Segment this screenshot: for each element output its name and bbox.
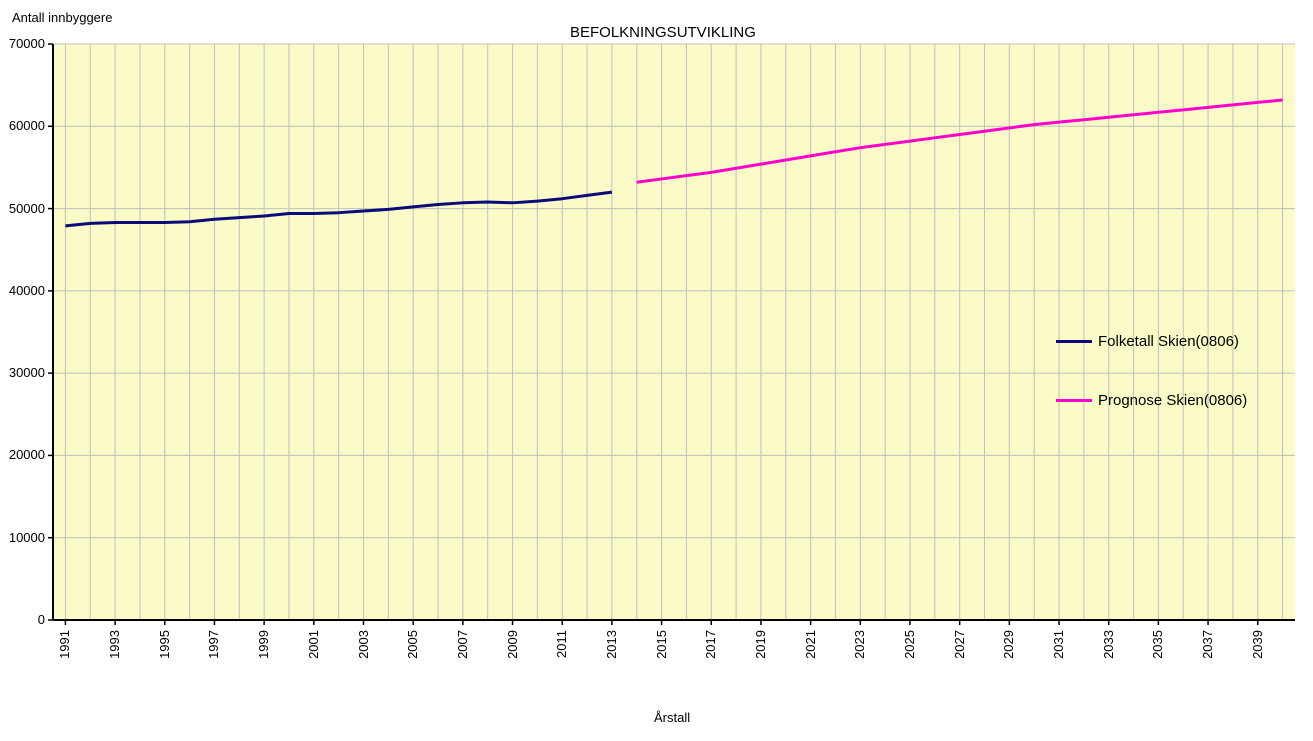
x-tick-label: 1995 (157, 630, 172, 659)
x-axis-title: Årstall (654, 710, 690, 725)
legend-label: Folketall Skien(0806) (1098, 333, 1239, 350)
legend-item: Prognose Skien(0806) (1056, 392, 1247, 409)
y-tick-label: 50000 (0, 201, 45, 216)
y-tick-label: 40000 (0, 283, 45, 298)
x-tick-label: 2003 (356, 630, 371, 659)
y-tick-label: 70000 (0, 36, 45, 51)
x-tick-label: 2039 (1250, 630, 1265, 659)
x-tick-label: 2029 (1001, 630, 1016, 659)
x-tick-label: 2037 (1200, 630, 1215, 659)
plot-area (53, 44, 1295, 620)
x-tick-label: 2011 (554, 630, 569, 658)
x-tick-label: 2019 (753, 630, 768, 659)
y-tick-label: 30000 (0, 365, 45, 380)
legend-swatch (1056, 340, 1092, 343)
x-tick-label: 2021 (803, 630, 818, 659)
x-tick-label: 1997 (206, 630, 221, 659)
x-tick-label: 2001 (306, 630, 321, 659)
x-tick-label: 2007 (455, 630, 470, 659)
x-tick-label: 2025 (902, 630, 917, 659)
x-tick-label: 2009 (505, 630, 520, 659)
x-tick-label: 2027 (952, 630, 967, 659)
legend-item: Folketall Skien(0806) (1056, 333, 1247, 350)
y-tick-label: 10000 (0, 530, 45, 545)
y-tick-label: 0 (0, 612, 45, 627)
x-tick-label: 2035 (1150, 630, 1165, 659)
legend-label: Prognose Skien(0806) (1098, 392, 1247, 409)
x-tick-label: 2017 (703, 630, 718, 659)
x-tick-label: 1991 (57, 630, 72, 659)
y-tick-label: 60000 (0, 118, 45, 133)
x-tick-label: 1993 (107, 630, 122, 659)
x-tick-label: 1999 (256, 630, 271, 659)
chart-container: Antall innbyggere BEFOLKNINGSUTVIKLING 0… (0, 0, 1313, 741)
y-tick-label: 20000 (0, 447, 45, 462)
x-tick-label: 2015 (654, 630, 669, 659)
x-tick-label: 2031 (1051, 630, 1066, 659)
legend-swatch (1056, 399, 1092, 402)
plot-svg (53, 44, 1295, 620)
x-tick-label: 2033 (1101, 630, 1116, 659)
legend: Folketall Skien(0806) Prognose Skien(0806… (1056, 333, 1247, 451)
x-tick-label: 2023 (852, 630, 867, 659)
y-axis-title: Antall innbyggere (12, 10, 112, 25)
x-tick-label: 2005 (405, 630, 420, 659)
chart-title: BEFOLKNINGSUTVIKLING (570, 24, 756, 41)
x-tick-label: 2013 (604, 630, 619, 659)
